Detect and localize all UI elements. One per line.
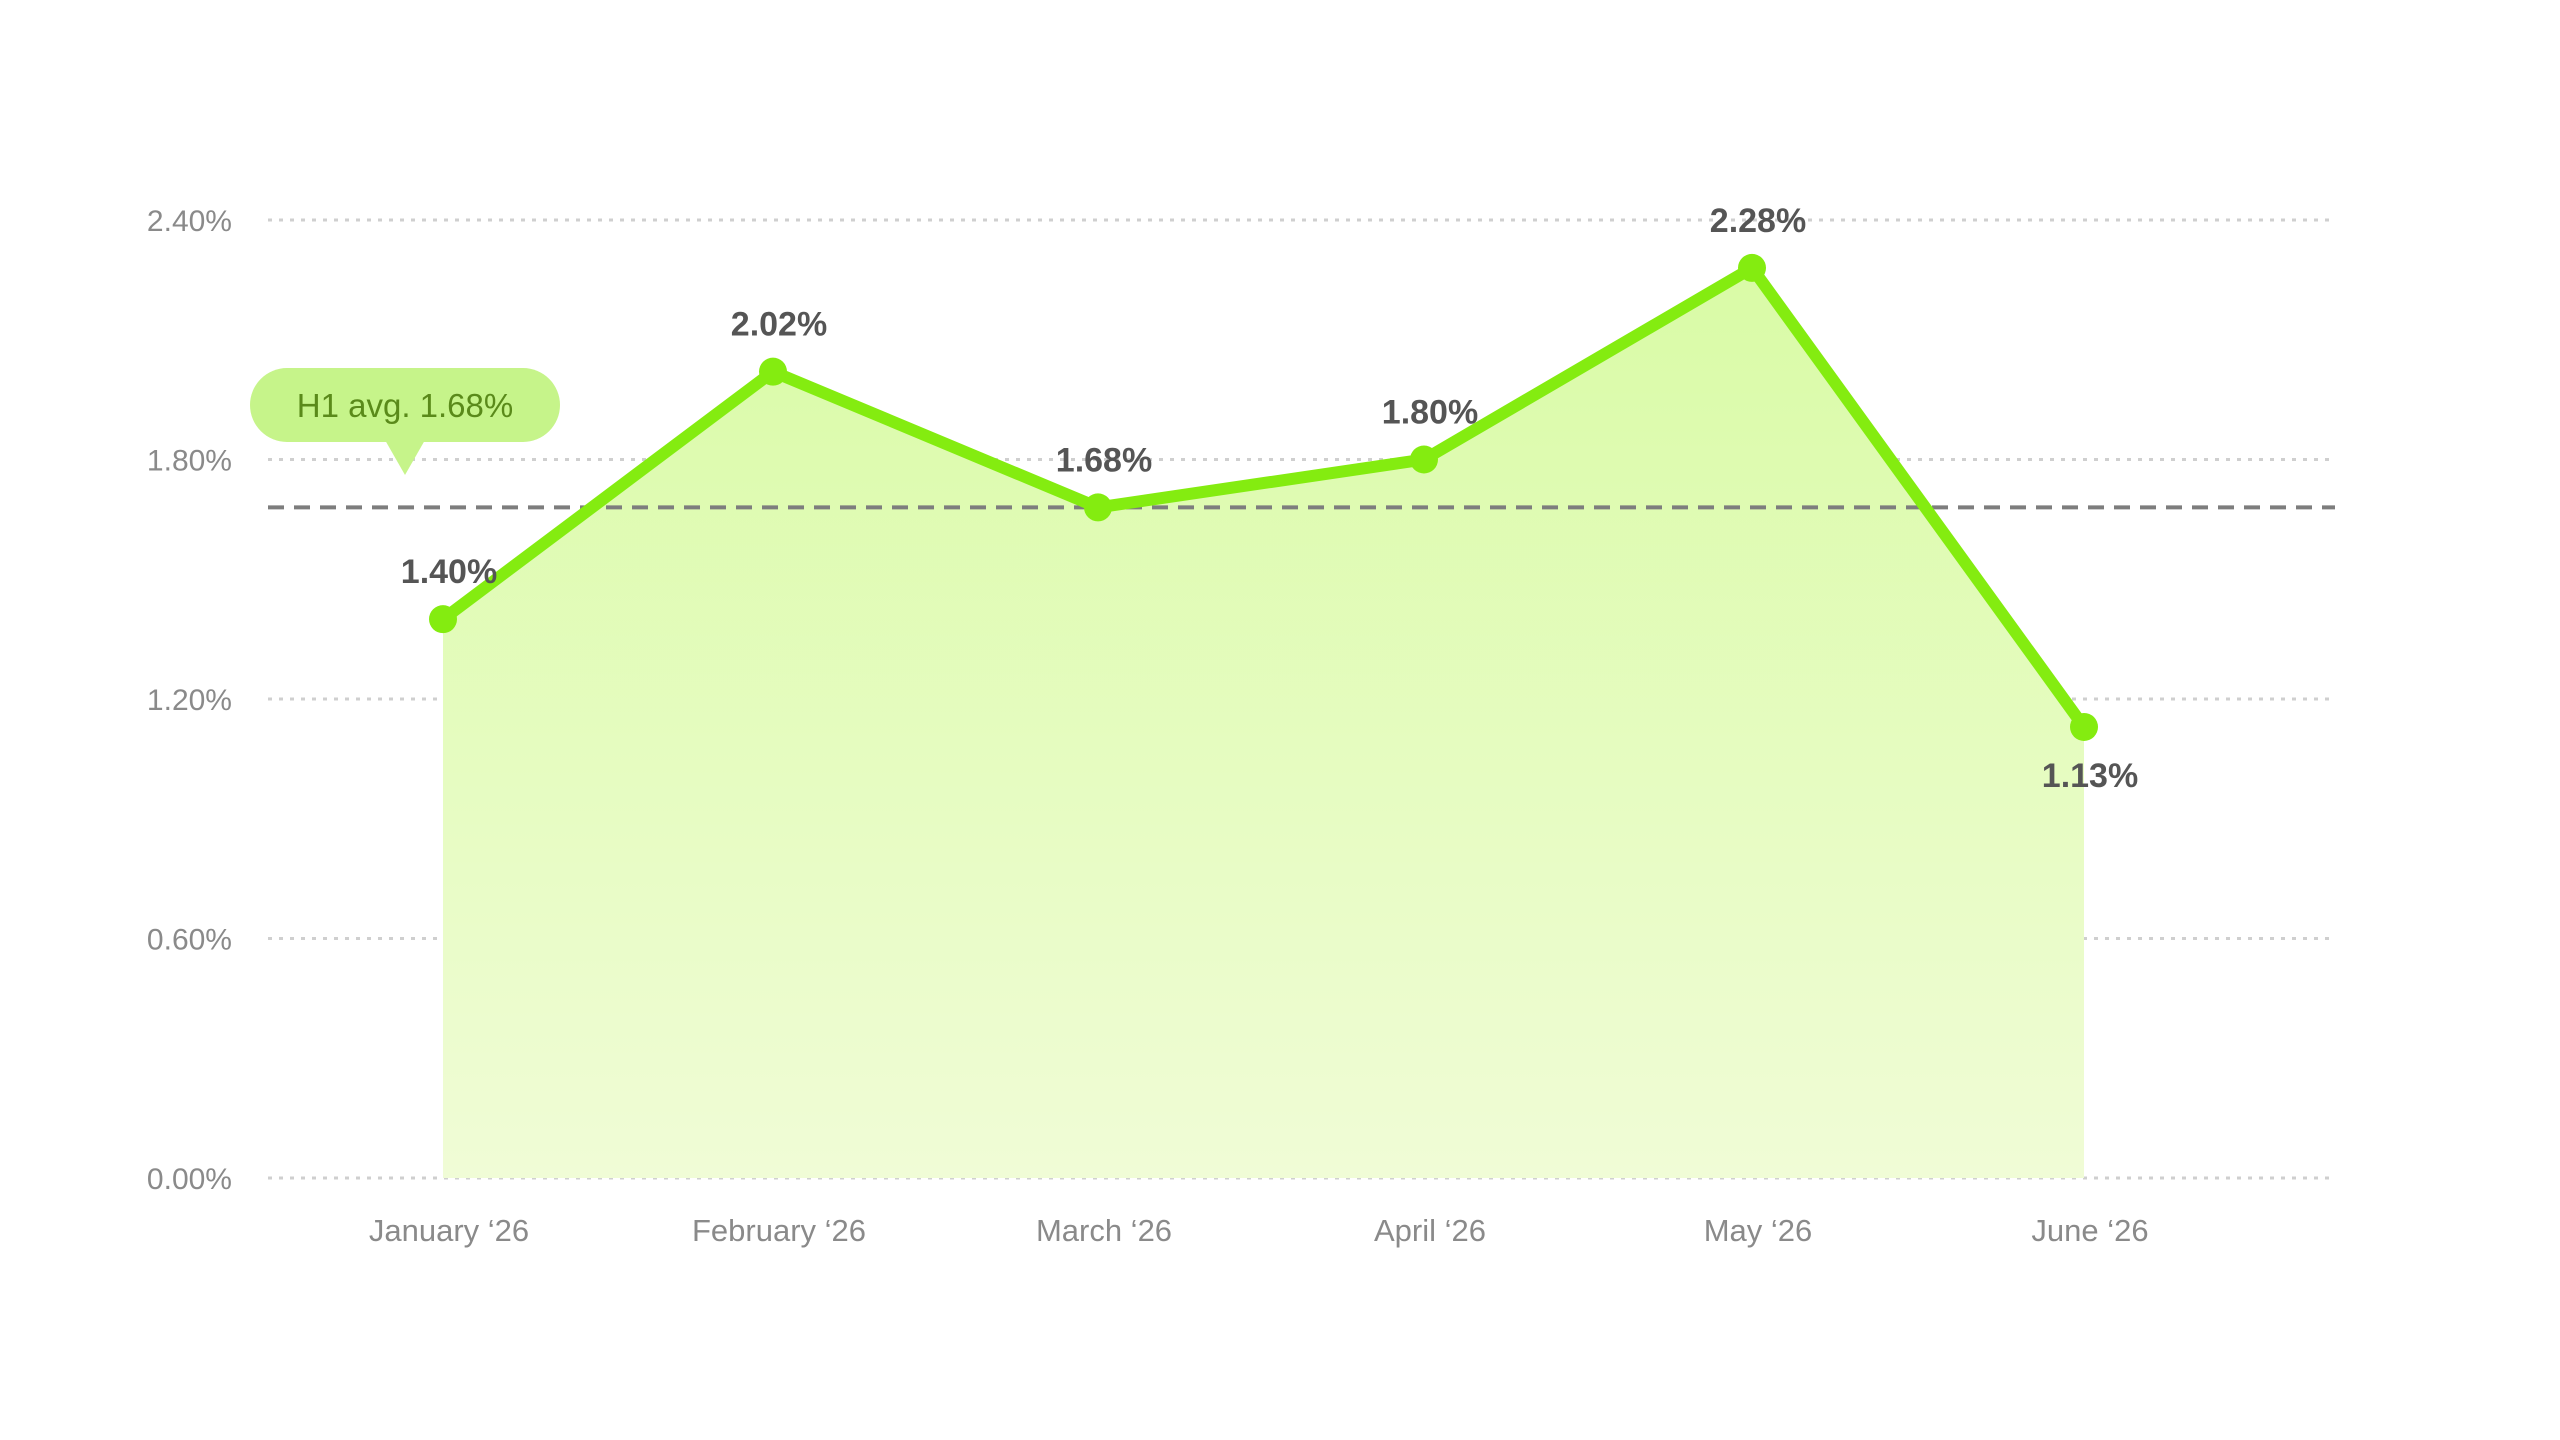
y-tick-label: 0.60% [147, 924, 232, 957]
data-point[interactable] [1738, 253, 1766, 282]
x-category-label: February ‘26 [692, 1213, 866, 1248]
x-axis-category-labels: January ‘26 February ‘26 March ‘26 April ‘2… [369, 1213, 2149, 1248]
average-badge-pill [250, 368, 560, 442]
data-label: 1.40% [401, 553, 497, 591]
data-point[interactable] [1410, 445, 1438, 474]
x-category-label: June ‘26 [2031, 1213, 2148, 1248]
data-point[interactable] [759, 357, 787, 386]
y-axis-tick-labels: 0.00% 0.60% 1.20% 1.80% 2.40% [147, 205, 232, 1196]
area-fill-layer [443, 267, 2084, 1178]
data-labels-layer: 1.40% 2.02% 1.68% 1.80% 2.28% 1.13% [401, 202, 2138, 795]
data-point[interactable] [429, 605, 457, 634]
average-badge-label: H1 avg. 1.68% [297, 387, 513, 424]
x-category-label: March ‘26 [1036, 1213, 1172, 1248]
series-line-layer [437, 261, 2090, 733]
y-tick-label: 0.00% [147, 1163, 232, 1196]
y-tick-label: 2.40% [147, 205, 232, 238]
data-point[interactable] [1084, 493, 1112, 522]
y-tick-label: 1.20% [147, 684, 232, 717]
y-tick-label: 1.80% [147, 445, 232, 478]
data-label: 2.02% [731, 306, 827, 344]
data-point[interactable] [2070, 712, 2098, 741]
data-label: 1.80% [1382, 394, 1478, 432]
series-line [437, 261, 2090, 733]
x-category-label: May ‘26 [1704, 1213, 1813, 1248]
average-badge-layer: H1 avg. 1.68% [250, 368, 560, 475]
data-label: 1.13% [2042, 757, 2138, 795]
area-fill [443, 267, 2084, 1178]
data-label: 1.68% [1056, 441, 1152, 479]
data-label: 2.28% [1710, 202, 1806, 240]
average-badge: H1 avg. 1.68% [250, 368, 560, 475]
data-points-layer [429, 253, 2098, 741]
average-badge-pointer [385, 440, 425, 475]
x-category-label: April ‘26 [1374, 1213, 1486, 1248]
x-category-label: January ‘26 [369, 1213, 529, 1248]
